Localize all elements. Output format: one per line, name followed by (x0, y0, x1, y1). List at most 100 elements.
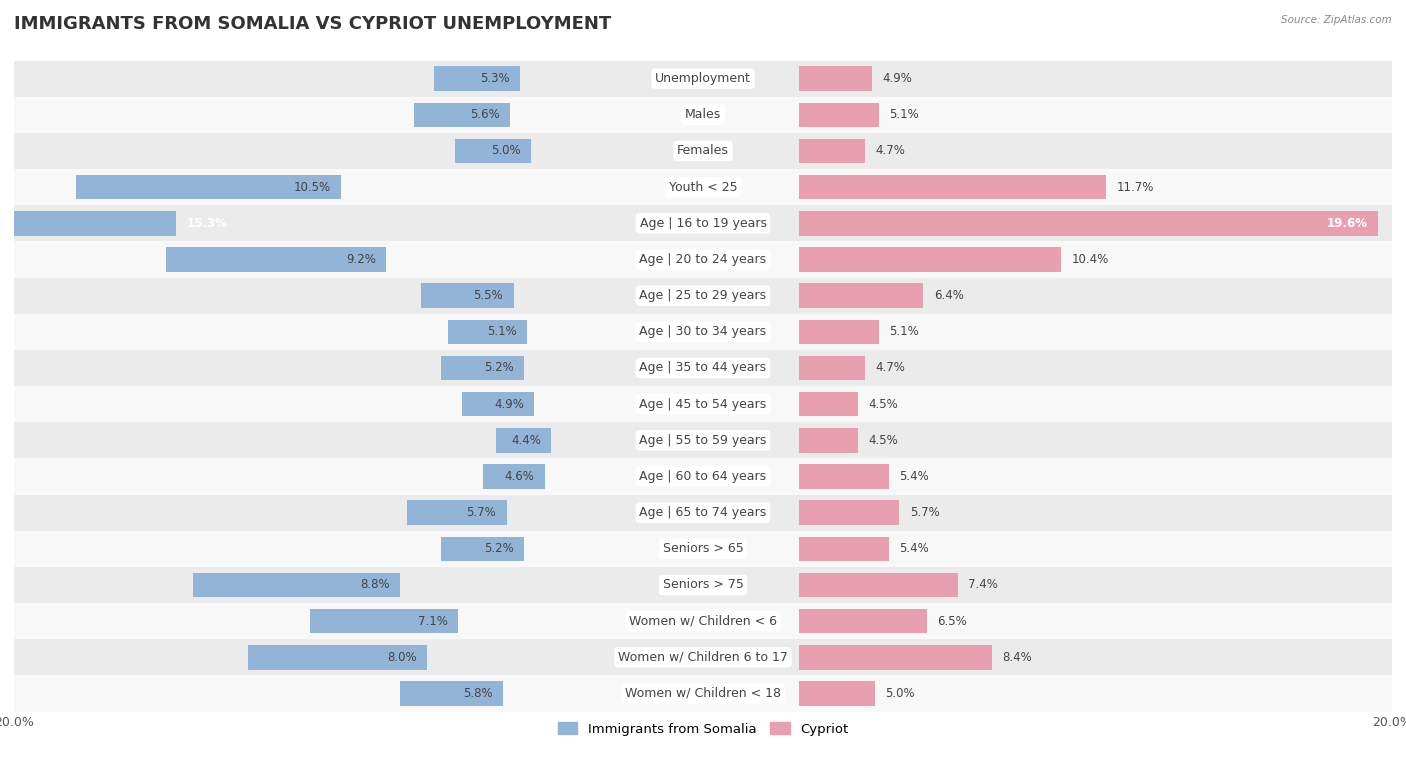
Text: IMMIGRANTS FROM SOMALIA VS CYPRIOT UNEMPLOYMENT: IMMIGRANTS FROM SOMALIA VS CYPRIOT UNEMP… (14, 15, 612, 33)
Text: 4.6%: 4.6% (505, 470, 534, 483)
Text: 10.4%: 10.4% (1071, 253, 1109, 266)
Text: 5.1%: 5.1% (889, 108, 918, 121)
Text: Women w/ Children < 18: Women w/ Children < 18 (626, 687, 780, 700)
Text: Age | 25 to 29 years: Age | 25 to 29 years (640, 289, 766, 302)
Bar (800, 537, 889, 561)
Text: 5.8%: 5.8% (463, 687, 494, 700)
Bar (441, 356, 524, 380)
Bar (14, 494, 1392, 531)
Bar (14, 97, 1392, 133)
Text: 4.5%: 4.5% (869, 434, 898, 447)
Bar (800, 319, 879, 344)
Text: Seniors > 75: Seniors > 75 (662, 578, 744, 591)
Bar (800, 573, 957, 597)
Bar (800, 67, 872, 91)
Text: 5.4%: 5.4% (900, 470, 929, 483)
Bar (800, 645, 993, 670)
Bar (14, 422, 1392, 459)
Bar (496, 428, 551, 453)
Text: Seniors > 65: Seniors > 65 (662, 542, 744, 556)
Text: 5.6%: 5.6% (470, 108, 499, 121)
Text: 10.5%: 10.5% (294, 181, 330, 194)
Bar (14, 241, 1392, 278)
Bar (434, 67, 520, 91)
Bar (14, 639, 1392, 675)
Bar (14, 603, 1392, 639)
Bar (14, 133, 1392, 169)
Bar (800, 211, 1378, 235)
Text: 4.9%: 4.9% (882, 72, 912, 85)
Text: Women w/ Children 6 to 17: Women w/ Children 6 to 17 (619, 651, 787, 664)
Text: Unemployment: Unemployment (655, 72, 751, 85)
Bar (14, 61, 1392, 97)
Text: 6.5%: 6.5% (938, 615, 967, 628)
Bar (76, 175, 342, 199)
Bar (14, 350, 1392, 386)
Text: 5.0%: 5.0% (886, 687, 915, 700)
Bar (14, 169, 1392, 205)
Bar (413, 102, 510, 127)
Text: Age | 30 to 34 years: Age | 30 to 34 years (640, 326, 766, 338)
Bar (800, 500, 900, 525)
Text: 19.6%: 19.6% (1327, 217, 1368, 230)
Bar (800, 283, 924, 308)
Text: Women w/ Children < 6: Women w/ Children < 6 (628, 615, 778, 628)
Bar (800, 681, 875, 706)
Text: Age | 55 to 59 years: Age | 55 to 59 years (640, 434, 766, 447)
Text: 9.2%: 9.2% (346, 253, 375, 266)
Bar (800, 428, 858, 453)
Text: 5.7%: 5.7% (467, 506, 496, 519)
Text: 5.5%: 5.5% (474, 289, 503, 302)
Bar (406, 500, 506, 525)
Bar (456, 139, 531, 164)
Text: Youth < 25: Youth < 25 (669, 181, 737, 194)
Bar (800, 609, 927, 634)
Text: 15.3%: 15.3% (186, 217, 228, 230)
Bar (420, 283, 513, 308)
Text: Age | 16 to 19 years: Age | 16 to 19 years (640, 217, 766, 230)
Text: Age | 35 to 44 years: Age | 35 to 44 years (640, 362, 766, 375)
Text: 4.5%: 4.5% (869, 397, 898, 410)
Bar (482, 464, 544, 489)
Bar (14, 459, 1392, 494)
Text: 5.3%: 5.3% (481, 72, 510, 85)
Text: 8.0%: 8.0% (388, 651, 418, 664)
Text: 5.1%: 5.1% (889, 326, 918, 338)
Text: 5.2%: 5.2% (484, 542, 513, 556)
Text: 11.7%: 11.7% (1116, 181, 1154, 194)
Bar (461, 392, 534, 416)
Bar (449, 319, 527, 344)
Text: Age | 60 to 64 years: Age | 60 to 64 years (640, 470, 766, 483)
Bar (0, 211, 176, 235)
Text: 5.7%: 5.7% (910, 506, 939, 519)
Legend: Immigrants from Somalia, Cypriot: Immigrants from Somalia, Cypriot (553, 717, 853, 741)
Bar (800, 464, 889, 489)
Text: 4.7%: 4.7% (875, 362, 905, 375)
Text: Age | 45 to 54 years: Age | 45 to 54 years (640, 397, 766, 410)
Text: 7.4%: 7.4% (969, 578, 998, 591)
Text: 6.4%: 6.4% (934, 289, 963, 302)
Text: 4.4%: 4.4% (512, 434, 541, 447)
Bar (14, 313, 1392, 350)
Bar (800, 175, 1107, 199)
Text: 5.1%: 5.1% (488, 326, 517, 338)
Bar (441, 537, 524, 561)
Text: Source: ZipAtlas.com: Source: ZipAtlas.com (1281, 15, 1392, 25)
Bar (800, 102, 879, 127)
Bar (249, 645, 427, 670)
Bar (399, 681, 503, 706)
Bar (800, 248, 1062, 272)
Text: Age | 20 to 24 years: Age | 20 to 24 years (640, 253, 766, 266)
Bar (14, 386, 1392, 422)
Bar (14, 278, 1392, 313)
Text: 4.9%: 4.9% (494, 397, 524, 410)
Bar (14, 675, 1392, 712)
Bar (14, 567, 1392, 603)
Text: Females: Females (678, 145, 728, 157)
Text: 4.7%: 4.7% (875, 145, 905, 157)
Bar (800, 392, 858, 416)
Bar (14, 205, 1392, 241)
Text: 8.8%: 8.8% (360, 578, 389, 591)
Bar (166, 248, 387, 272)
Text: 5.2%: 5.2% (484, 362, 513, 375)
